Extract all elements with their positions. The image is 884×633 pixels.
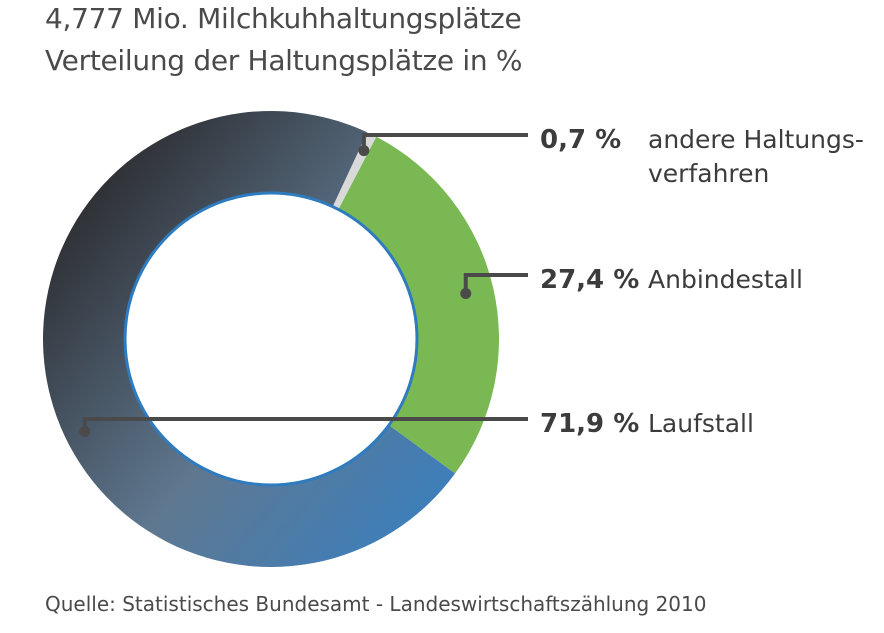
category-label: verfahren	[648, 159, 769, 188]
value-label: 0,7 %	[540, 125, 621, 155]
category-label: andere Haltungs-	[648, 125, 864, 154]
chart-subtitle: Verteilung der Haltungsplätze in %	[45, 44, 523, 77]
slice-anbindestall	[338, 136, 499, 474]
leader-andere-dot	[358, 145, 370, 157]
leader-anbindestall	[463, 273, 528, 294]
donut-inner-ring	[123, 191, 419, 487]
value-label: 27,4 %	[540, 265, 639, 295]
value-label: 71,9 %	[540, 409, 639, 439]
source-note: Quelle: Statistisches Bundesamt - Landes…	[45, 592, 707, 616]
leader-laufstall-dot	[79, 426, 91, 438]
chart-title: 4,777 Mio. Milchkuhhaltungsplätze	[45, 2, 522, 35]
slice-laufstall	[43, 110, 456, 568]
category-label: Laufstall	[648, 409, 754, 438]
category-label: Anbindestall	[648, 265, 803, 294]
leader-anbindestall-dot	[460, 287, 472, 299]
